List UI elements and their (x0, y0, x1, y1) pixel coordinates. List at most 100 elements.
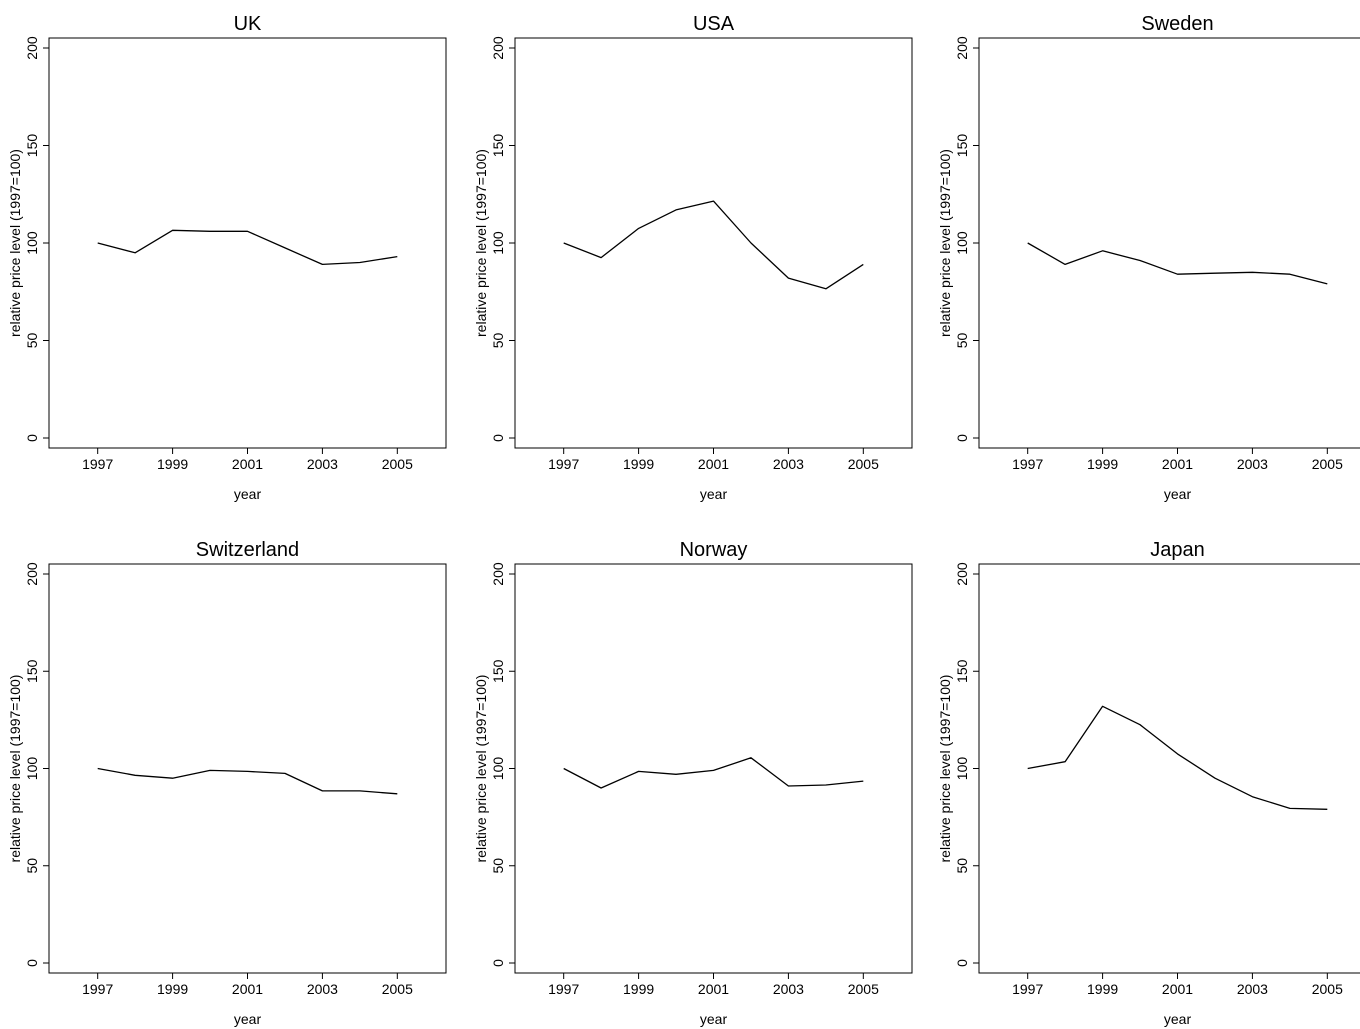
y-tick-label: 50 (954, 333, 970, 349)
data-point (637, 227, 640, 230)
y-tick-label: 50 (490, 333, 506, 349)
y-tick-label: 100 (954, 757, 970, 781)
x-axis-label: year (1164, 486, 1192, 502)
data-point (1026, 242, 1029, 245)
x-tick-label: 2003 (773, 456, 804, 472)
series-line (1027, 242, 1328, 285)
x-tick-label: 2005 (848, 981, 879, 997)
y-axis-label: relative price level (1997=100) (7, 149, 23, 337)
data-point (600, 256, 603, 259)
panel-1: USA 0 50 100 150 200 1997 1999 2001 2003 2005 year r… (473, 13, 913, 502)
x-tick-label: 2001 (1162, 981, 1193, 997)
plot-frame (514, 37, 913, 449)
series-line (97, 767, 398, 795)
panel-title: Japan (1150, 539, 1205, 561)
x-tick-label: 1997 (548, 981, 579, 997)
data-point (712, 769, 715, 772)
data-point (96, 242, 99, 245)
y-tick-label: 200 (954, 562, 970, 586)
data-point (824, 784, 827, 787)
data-point (1288, 807, 1291, 810)
data-point (1251, 795, 1254, 798)
data-point (787, 785, 790, 788)
data-point (1064, 760, 1067, 763)
x-tick-label: 1997 (1012, 981, 1043, 997)
x-tick-label: 2001 (698, 981, 729, 997)
data-point (1026, 767, 1029, 770)
panel-title: UK (234, 13, 262, 35)
data-point (862, 780, 865, 783)
data-point (283, 772, 286, 775)
y-tick-label: 100 (490, 757, 506, 781)
x-tick-label: 2003 (307, 981, 338, 997)
y-axis-label: relative price level (1997=100) (473, 675, 489, 863)
data-point (1326, 282, 1329, 285)
y-axis-label: relative price level (1997=100) (937, 675, 953, 863)
x-tick-label: 1999 (623, 456, 654, 472)
data-point (749, 756, 752, 759)
y-tick-label: 0 (24, 434, 40, 442)
x-axis-label: year (1164, 1011, 1192, 1027)
plot-frame (978, 563, 1360, 974)
panel-title: USA (693, 13, 735, 35)
x-tick-label: 2001 (1162, 456, 1193, 472)
plot-frame (514, 563, 913, 974)
data-point (283, 246, 286, 249)
y-tick-label: 0 (24, 959, 40, 967)
data-point (358, 261, 361, 264)
x-tick-label: 2001 (232, 456, 263, 472)
data-point (96, 767, 99, 770)
panel-title: Sweden (1141, 13, 1213, 35)
data-point (1326, 808, 1329, 811)
y-tick-label: 100 (24, 231, 40, 255)
data-point (787, 277, 790, 280)
data-point (396, 255, 399, 258)
x-tick-label: 1997 (548, 456, 579, 472)
data-point (824, 287, 827, 290)
data-point (321, 789, 324, 792)
x-tick-label: 1999 (623, 981, 654, 997)
data-point (1213, 777, 1216, 780)
x-tick-label: 2003 (1237, 456, 1268, 472)
y-tick-label: 0 (490, 959, 506, 967)
data-point (1251, 271, 1254, 274)
data-point (1176, 752, 1179, 755)
x-tick-label: 2003 (773, 981, 804, 997)
x-axis-label: year (700, 486, 728, 502)
data-point (712, 200, 715, 203)
data-point (1213, 272, 1216, 275)
data-point (562, 767, 565, 770)
data-point (321, 263, 324, 266)
data-point (1101, 249, 1104, 252)
data-point (600, 786, 603, 789)
data-point (1064, 263, 1067, 266)
panel-title: Norway (680, 539, 748, 561)
y-tick-label: 0 (954, 959, 970, 967)
panel-5: Japan 0 50 100 150 200 1997 1999 2001 2003 2005 yea… (937, 539, 1360, 1027)
y-tick-label: 200 (490, 562, 506, 586)
x-tick-label: 2003 (307, 456, 338, 472)
series-line (563, 200, 864, 290)
x-tick-label: 1999 (157, 456, 188, 472)
y-tick-label: 150 (24, 134, 40, 158)
x-tick-label: 2005 (848, 456, 879, 472)
panel-3: Switzerland 0 50 100 150 200 1997 1999 2001 2003 2… (7, 539, 447, 1027)
plot-frame (978, 37, 1360, 449)
y-tick-label: 150 (954, 134, 970, 158)
data-point (562, 242, 565, 245)
y-tick-label: 200 (954, 36, 970, 60)
data-point (675, 773, 678, 776)
data-point (1176, 273, 1179, 276)
y-tick-label: 50 (490, 858, 506, 874)
x-axis-label: year (700, 1011, 728, 1027)
x-axis-label: year (234, 486, 262, 502)
x-tick-label: 2001 (698, 456, 729, 472)
data-point (134, 774, 137, 777)
series-line (1027, 705, 1328, 810)
x-tick-label: 1997 (82, 456, 113, 472)
x-tick-label: 2001 (232, 981, 263, 997)
x-tick-label: 1999 (1087, 981, 1118, 997)
y-tick-label: 50 (24, 858, 40, 874)
x-tick-label: 2005 (382, 456, 413, 472)
